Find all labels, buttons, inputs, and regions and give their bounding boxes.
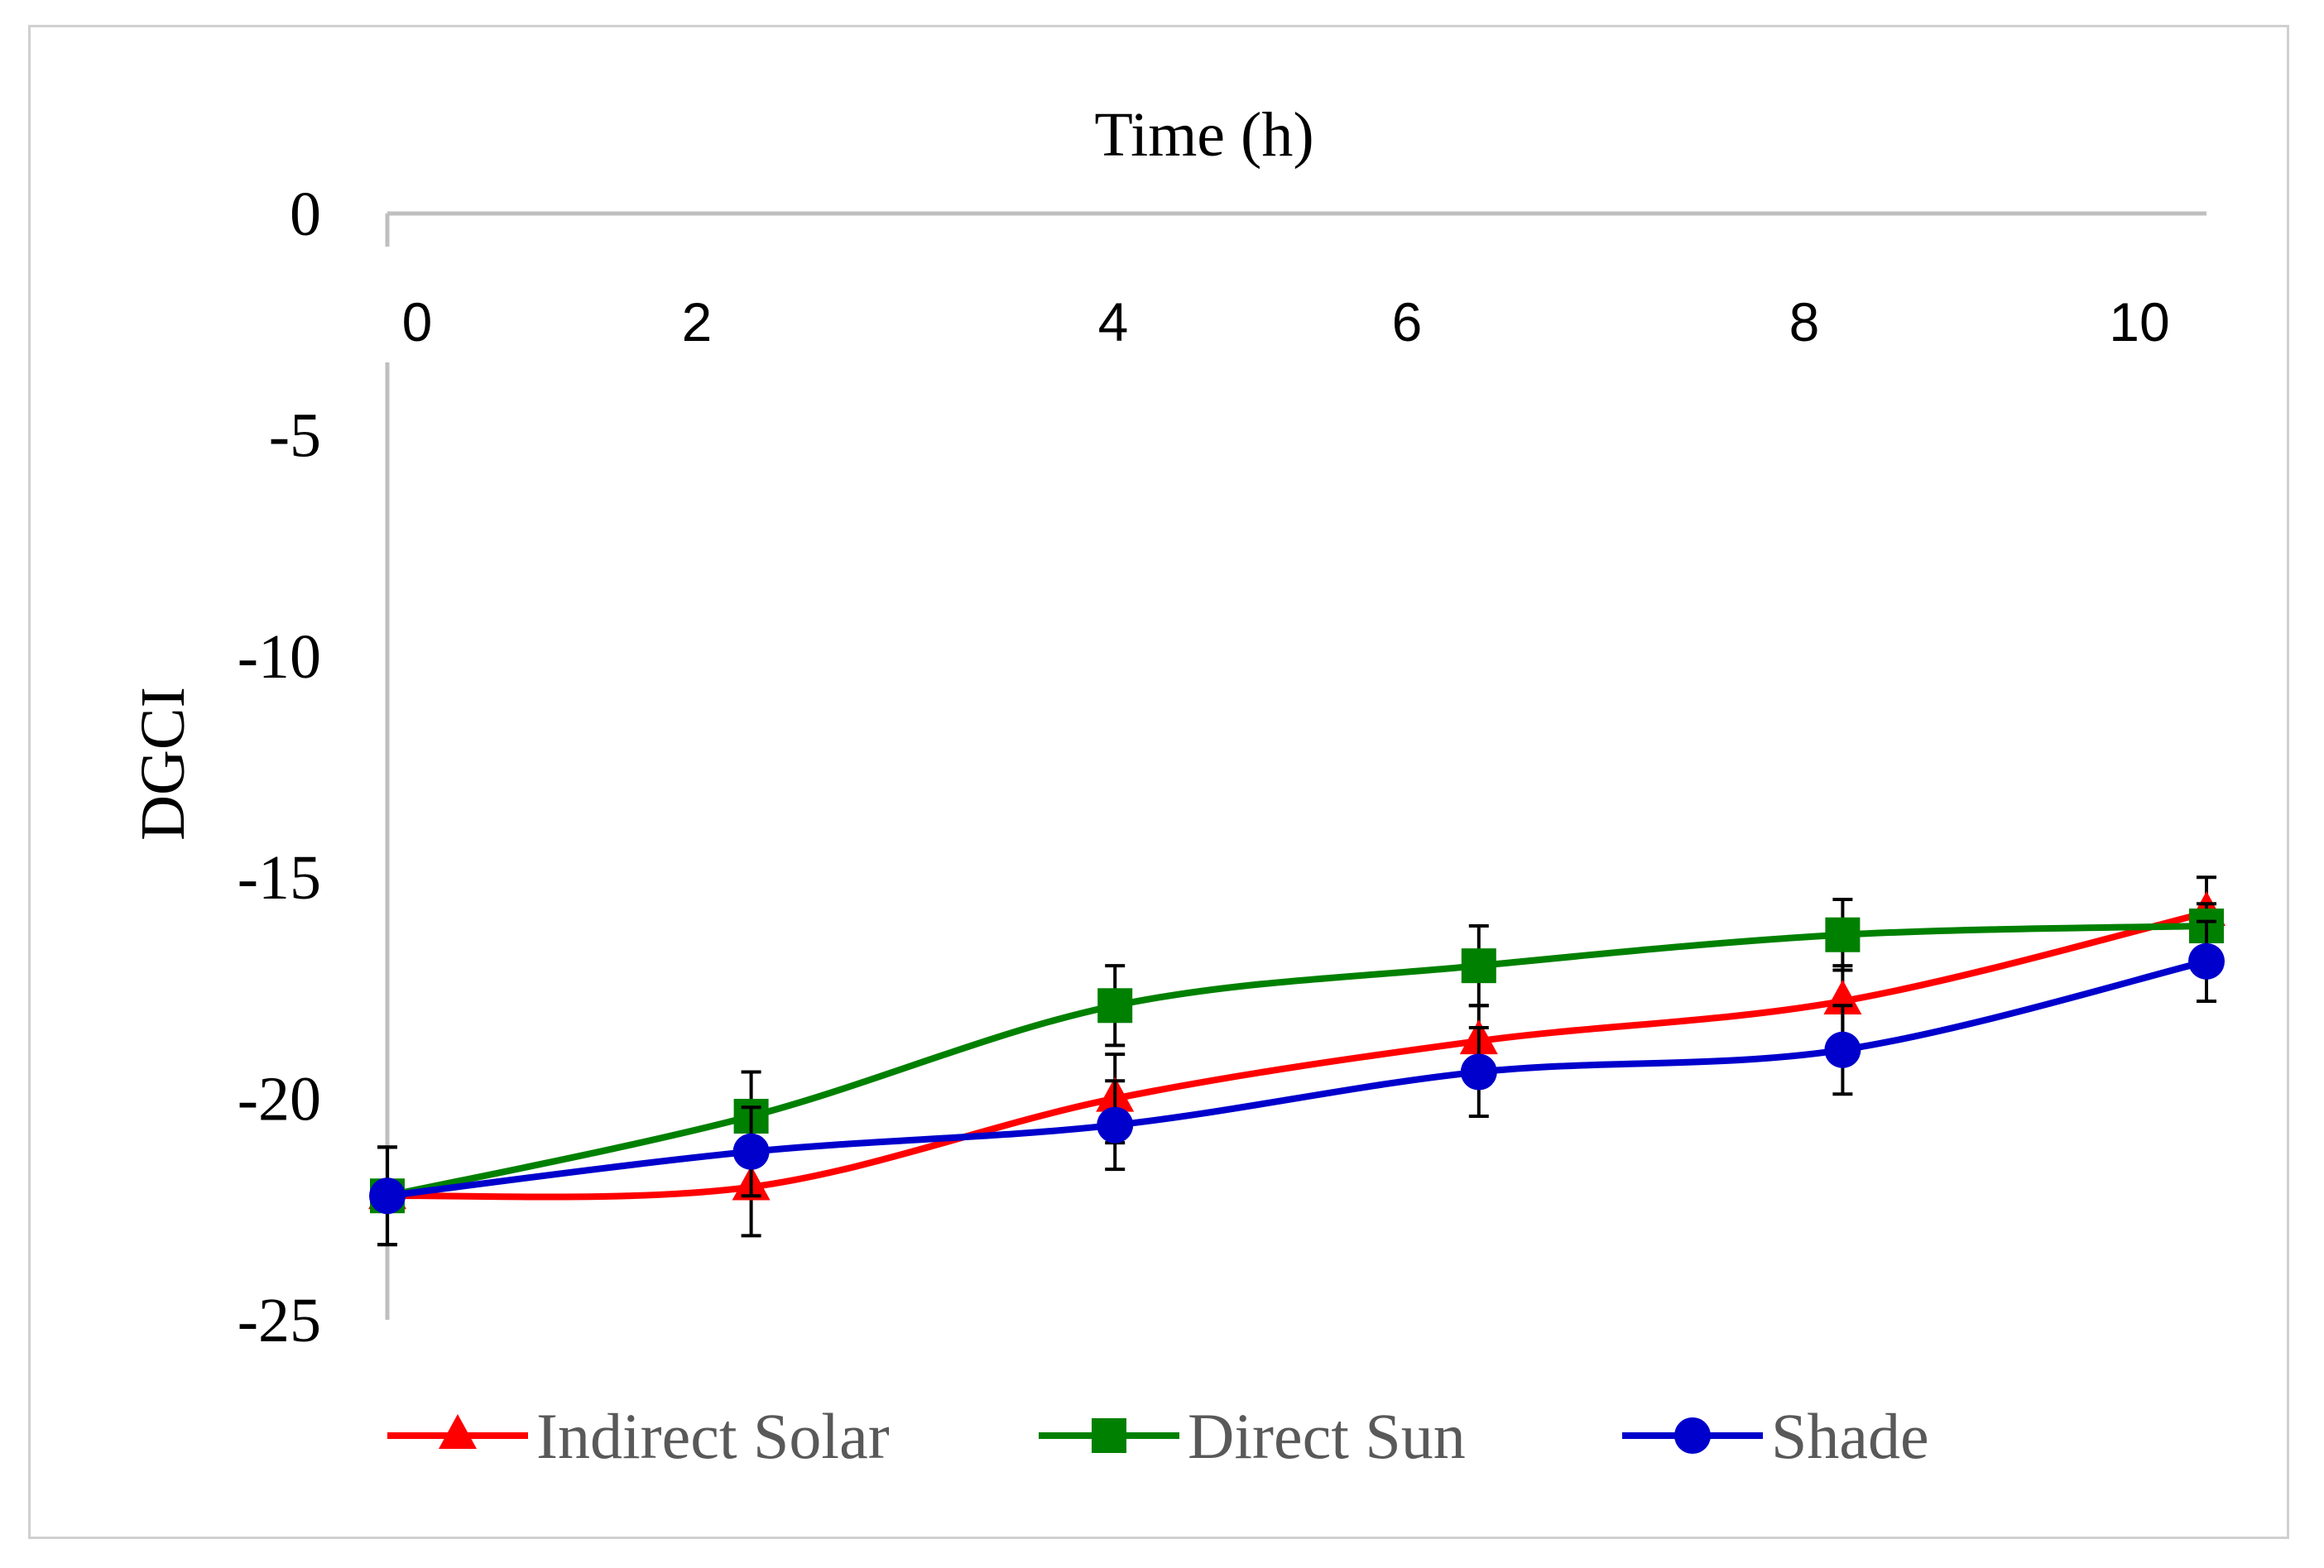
data-point-shade: [1824, 1031, 1861, 1068]
data-point-direct-sun: [1825, 917, 1861, 952]
x-tick-label: 4: [1098, 291, 1129, 352]
y-axis-title: DGCI: [128, 687, 198, 841]
y-tick-labels: 0 -5 -10 -15 -20 -25: [238, 180, 321, 1355]
x-tick-label: 6: [1392, 291, 1423, 352]
axes: [385, 211, 2206, 1320]
y-tick-label: -25: [238, 1286, 321, 1355]
data-point-direct-sun: [1097, 988, 1133, 1024]
x-axis-title: Time (h): [1094, 100, 1313, 170]
series-group: [368, 875, 2226, 1247]
data-point-shade: [2188, 942, 2225, 980]
legend-item-indirect-solar: Indirect Solar: [387, 1400, 890, 1472]
legend-item-shade: Shade: [1622, 1400, 1929, 1472]
y-tick-label: -5: [269, 400, 321, 470]
chart-frame: [28, 25, 2289, 1539]
data-point-direct-sun: [1461, 948, 1496, 984]
y-tick-label: -15: [238, 843, 321, 913]
data-point-shade: [369, 1177, 406, 1215]
x-tick-label: 0: [402, 291, 433, 352]
series-line-direct-sun: [384, 923, 2210, 1200]
legend-label: Shade: [1771, 1400, 1929, 1472]
legend-swatch-marker: [1092, 1418, 1126, 1453]
x-tick-label: 10: [2109, 291, 2169, 352]
x-tick-labels: 0 2 4 6 8 10: [402, 291, 2170, 352]
series-shade: [369, 919, 2225, 1247]
legend-swatch-marker: [1674, 1417, 1711, 1454]
legend: Indirect Solar Direct Sun Shade: [387, 1400, 1929, 1472]
legend-item-direct-sun: Direct Sun: [1039, 1400, 1466, 1472]
legend-swatch-marker: [439, 1414, 477, 1449]
y-tick-label: 0: [290, 180, 321, 249]
data-point-shade: [1460, 1053, 1497, 1091]
y-tick-label: -20: [238, 1065, 321, 1134]
series-line-indirect-solar: [384, 909, 2210, 1201]
series-line-shade: [384, 957, 2210, 1200]
legend-label: Indirect Solar: [536, 1400, 890, 1472]
data-point-shade: [1097, 1106, 1134, 1144]
x-tick-label: 8: [1789, 291, 1820, 352]
legend-label: Direct Sun: [1188, 1400, 1466, 1472]
x-tick-label: 2: [682, 291, 713, 352]
y-tick-label: -10: [238, 622, 321, 692]
data-point-shade: [732, 1133, 770, 1170]
